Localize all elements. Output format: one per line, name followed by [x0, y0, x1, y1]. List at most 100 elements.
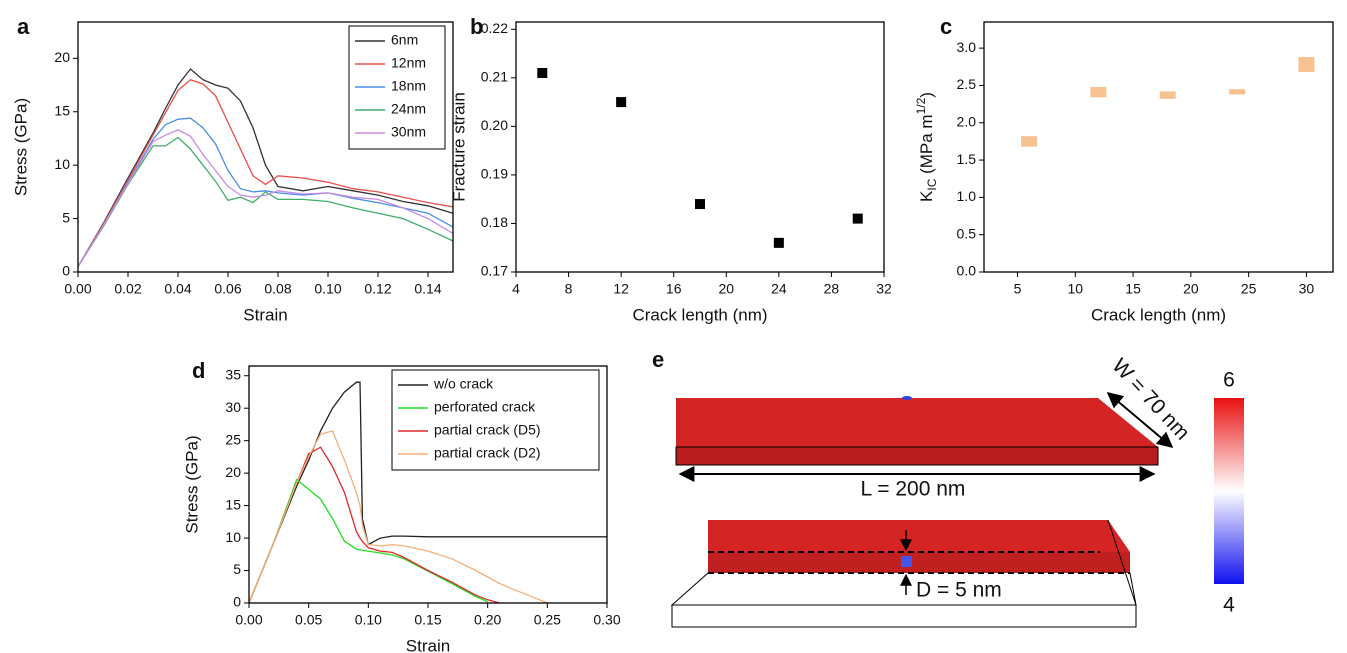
x-tick-label: 20 [718, 281, 734, 297]
point [616, 97, 626, 107]
x-axis-label: Strain [406, 636, 450, 653]
legend-label: 18nm [391, 78, 426, 94]
legend-label: 24nm [391, 101, 426, 117]
x-tick-label: 0.06 [214, 281, 241, 297]
y-axis-label-sup: 1/2 [914, 97, 928, 114]
x-tick-label: 0.14 [414, 281, 441, 297]
range-box [1021, 136, 1037, 146]
y-tick-label: 20 [225, 464, 241, 480]
x-tick-label: 0.20 [474, 612, 501, 628]
axes-frame [984, 22, 1333, 272]
y-tick-label: 0 [62, 263, 70, 279]
y-tick-label: 10 [54, 156, 70, 172]
x-tick-label: 8 [565, 281, 573, 297]
panel-letter: d [192, 358, 205, 383]
x-tick-label: 0.04 [164, 281, 191, 297]
legend-label: w/o crack [433, 376, 494, 392]
line [249, 447, 500, 603]
y-axis-label-sub: IC [925, 178, 939, 190]
x-tick-label: 0.12 [364, 281, 391, 297]
x-tick-label: 0.10 [314, 281, 341, 297]
x-tick-label: 32 [876, 281, 892, 297]
y-tick-label: 25 [225, 431, 241, 447]
legend-label: partial crack (D2) [434, 445, 541, 461]
x-axis-label: Crack length (nm) [632, 305, 767, 324]
crack [902, 396, 912, 400]
panel-letter: e [652, 347, 664, 372]
range-box [1090, 87, 1106, 97]
x-tick-label: 0.25 [534, 612, 561, 628]
x-tick-label: 16 [666, 281, 682, 297]
x-tick-label: 24 [771, 281, 787, 297]
colorbar-max: 6 [1223, 369, 1235, 392]
y-tick-label: 5 [62, 209, 70, 225]
legend-label: partial crack (D5) [434, 422, 541, 438]
x-tick-label: 0.05 [295, 612, 322, 628]
legend-label: 12nm [391, 55, 426, 71]
x-tick-label: 28 [824, 281, 840, 297]
x-tick-label: 10 [1068, 281, 1084, 297]
range-box [1298, 57, 1314, 72]
crack [901, 556, 912, 567]
point [695, 199, 705, 209]
y-tick-label: 15 [225, 496, 241, 512]
x-tick-label: 15 [1125, 281, 1141, 297]
y-tick-label: 0.21 [481, 69, 508, 85]
y-tick-label: 0.18 [481, 214, 508, 230]
x-tick-label: 30 [1299, 281, 1315, 297]
x-tick-label: 0.00 [235, 612, 262, 628]
x-tick-label: 0.30 [593, 612, 620, 628]
y-tick-label: 10 [225, 529, 241, 545]
point [853, 214, 863, 224]
figure: e W = 70 nm L = 200 nm D = 5 nm 6 4 a 0.0… [0, 0, 1347, 653]
x-tick-label: 20 [1183, 281, 1199, 297]
y-axis-label: Stress (GPa) [182, 435, 201, 533]
line [249, 480, 488, 603]
y-tick-label: 1.5 [957, 151, 977, 167]
slab2-front [708, 552, 1130, 573]
slab2-top [708, 520, 1130, 552]
line [78, 137, 453, 266]
legend-label: 30nm [391, 124, 426, 140]
y-tick-label: 2.5 [957, 76, 977, 92]
y-tick-label: 35 [225, 366, 241, 382]
range-box [1160, 91, 1176, 98]
x-tick-label: 0.02 [114, 281, 141, 297]
y-tick-label: 1.0 [957, 188, 977, 204]
y-tick-label: 0.22 [481, 20, 508, 36]
y-tick-label: 5 [233, 561, 241, 577]
depth-label: D = 5 nm [916, 579, 1002, 602]
y-axis-label: KIC (MPa m1/2) [914, 92, 939, 202]
x-tick-label: 0.15 [414, 612, 441, 628]
y-axis-label-end: ) [917, 92, 936, 98]
x-tick-label: 0.08 [264, 281, 291, 297]
slab-front [676, 447, 1158, 465]
y-tick-label: 30 [225, 399, 241, 415]
plot-area [1021, 57, 1314, 147]
x-tick-label: 5 [1014, 281, 1022, 297]
y-tick-label: 0 [233, 594, 241, 610]
point [774, 238, 784, 248]
panel-e: e W = 70 nm L = 200 nm D = 5 nm 6 4 [652, 347, 1244, 627]
y-axis-label-main: K [917, 190, 936, 202]
axes-frame [516, 22, 884, 272]
panel-letter: c [940, 14, 952, 39]
legend-label: perforated crack [434, 399, 536, 415]
x-tick-label: 0.10 [355, 612, 382, 628]
x-axis-label: Strain [243, 305, 287, 324]
wire-box [672, 605, 1136, 627]
slab-top [676, 398, 1158, 447]
panel-letter: a [17, 14, 30, 39]
x-tick-label: 4 [512, 281, 520, 297]
y-tick-label: 0.0 [957, 263, 977, 279]
y-tick-label: 0.20 [481, 117, 508, 133]
line [78, 130, 453, 267]
y-tick-label: 0.5 [957, 225, 977, 241]
y-axis-label: Fracture strain [449, 92, 468, 202]
y-tick-label: 0.17 [481, 263, 508, 279]
x-tick-label: 12 [613, 281, 629, 297]
range-box [1229, 89, 1245, 94]
length-label: L = 200 nm [861, 478, 966, 501]
plot-area [537, 68, 862, 248]
x-tick-label: 0.00 [64, 281, 91, 297]
